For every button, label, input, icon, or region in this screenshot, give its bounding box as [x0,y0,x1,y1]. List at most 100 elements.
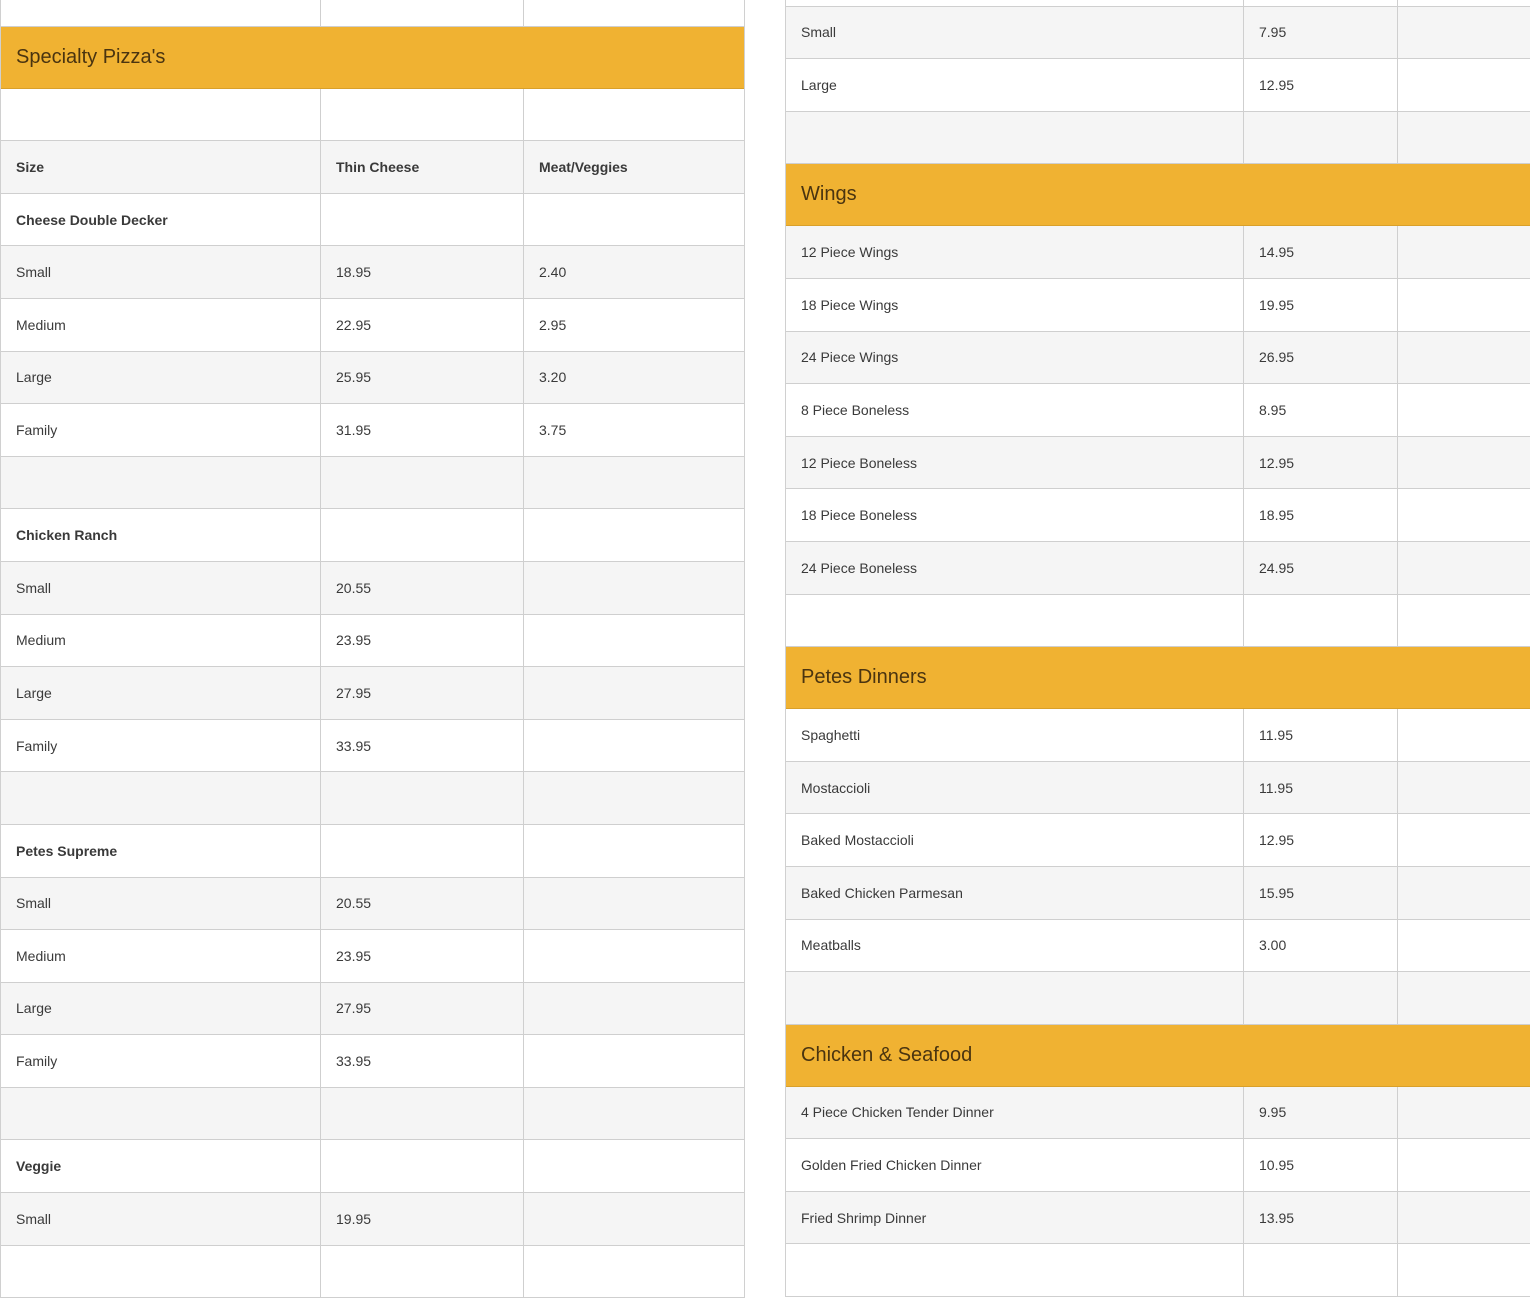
table-cell: Veggie [1,1140,321,1193]
table-cell: 2.40 [539,264,567,281]
table-row: Medium 22.95 2.95 [1,298,744,352]
table-cell: 18.95 [321,246,524,298]
table-cell [1,0,321,26]
table-cell [321,509,524,561]
table-cell [1398,814,1530,866]
table-cell: Large [786,59,1244,111]
table-cell: Medium [1,930,321,982]
table-cell [1,1087,321,1140]
table-cell: 20.55 [321,561,524,614]
table-cell [1398,226,1530,278]
table-row: Family 31.95 3.75 [1,404,744,457]
table-cell: Size [1,141,321,193]
table-row [1,1087,744,1141]
table-cell: Small [1,1193,321,1245]
table-row: Large 25.95 3.20 [1,351,744,405]
table-cell [786,594,1244,647]
table-cell: 18 Piece Wings [786,278,1244,331]
table-cell [524,1246,744,1298]
table-cell [1398,920,1530,972]
table-cell: 12.95 [1244,436,1398,489]
table-cell: 24.95 [1244,541,1398,594]
table-cell [1244,111,1398,164]
table-cell: Mostaccioli [786,761,1244,814]
table-cell: 18.95 [1244,489,1398,541]
table-cell: Small [1,246,321,298]
table-cell: 3.75 [539,421,567,438]
table-cell: 12 Piece Wings [786,226,1244,278]
table-cell: 27.95 [321,982,524,1035]
table-cell [524,930,744,982]
specialty-pizza-table: Specialty Pizza's Size Thin Cheese Meat/Veg… [0,0,745,1298]
table-cell [524,457,744,509]
table-cell [321,456,524,509]
table-cell [524,194,744,246]
table-cell: 11.95 [1244,761,1398,814]
table-cell [524,772,744,824]
table-cell [524,1088,744,1140]
table-cell [321,824,524,877]
table-row: Family 33.95 [1,719,744,773]
table-cell [1398,595,1530,647]
table-cell: Large [1,351,321,404]
table-cell [524,562,744,614]
table-cell: 4 Piece Chicken Tender Dinner [786,1086,1244,1139]
table-cell: 33.95 [321,1035,524,1087]
table-cell: 2.95 [539,316,567,333]
table-cell [1244,1244,1398,1297]
table-cell: Chicken Ranch [1,509,321,561]
table-cell [1398,1244,1530,1296]
table-cell [1398,1087,1530,1139]
table-cell [1244,594,1398,647]
table-cell: 23.95 [321,930,524,982]
table-cell [524,878,744,930]
table-cell: Large [1,982,321,1035]
table-cell [321,1140,524,1193]
table-cell: 12 Piece Boneless [786,436,1244,489]
table-row: Small 7.95 [786,6,1530,60]
table-cell: 12.95 [1244,59,1398,111]
table-row [1,456,744,510]
table-cell [321,193,524,246]
table-cell: Medium [1,298,321,351]
menu-table-right: Small 7.95 Large 12.95 Wings 12 Piece Wings 14… [785,0,1530,1298]
table-cell: 24 Piece Wings [786,331,1244,384]
table-cell [1398,7,1530,59]
table-row: Large 12.95 [786,59,1530,112]
table-cell [1398,332,1530,384]
table-cell [1398,1139,1530,1191]
table-cell [1398,489,1530,541]
table-row: Meatballs 3.00 [786,919,1530,973]
table-cell [524,1193,744,1245]
table-row: Medium 23.95 [1,930,744,983]
table-cell: 8.95 [1244,384,1398,436]
section-header: Specialty Pizza's [1,26,744,89]
table-row: 24 Piece Wings 26.95 [786,331,1530,385]
table-cell [786,972,1244,1024]
table-cell [524,1140,744,1192]
table-cell [1398,762,1530,814]
table-row: Fried Shrimp Dinner 13.95 [786,1191,1530,1245]
table-cell [524,89,744,141]
table-cell: Spaghetti [786,709,1244,761]
table-cell [786,1244,1244,1297]
table-cell: 25.95 [321,351,524,404]
table-cell [524,825,744,877]
table-cell: 18 Piece Boneless [786,489,1244,541]
table-cell: Small [1,877,321,930]
table-cell [786,0,1244,6]
table-cell: Medium [1,614,321,667]
table-cell [321,1087,524,1140]
table-cell: Meatballs [786,919,1244,972]
table-cell [321,772,524,824]
table-row [786,972,1530,1025]
table-cell [524,983,744,1035]
table-cell: Fried Shrimp Dinner [786,1191,1244,1244]
table-row: Small 20.55 [1,877,744,931]
table-cell: 12.95 [1244,814,1398,866]
table-cell [1398,0,1530,6]
table-cell: Petes Supreme [1,824,321,877]
table-row: 18 Piece Wings 19.95 [786,278,1530,332]
table-cell [1398,279,1530,331]
table-row: 24 Piece Boneless 24.95 [786,541,1530,595]
